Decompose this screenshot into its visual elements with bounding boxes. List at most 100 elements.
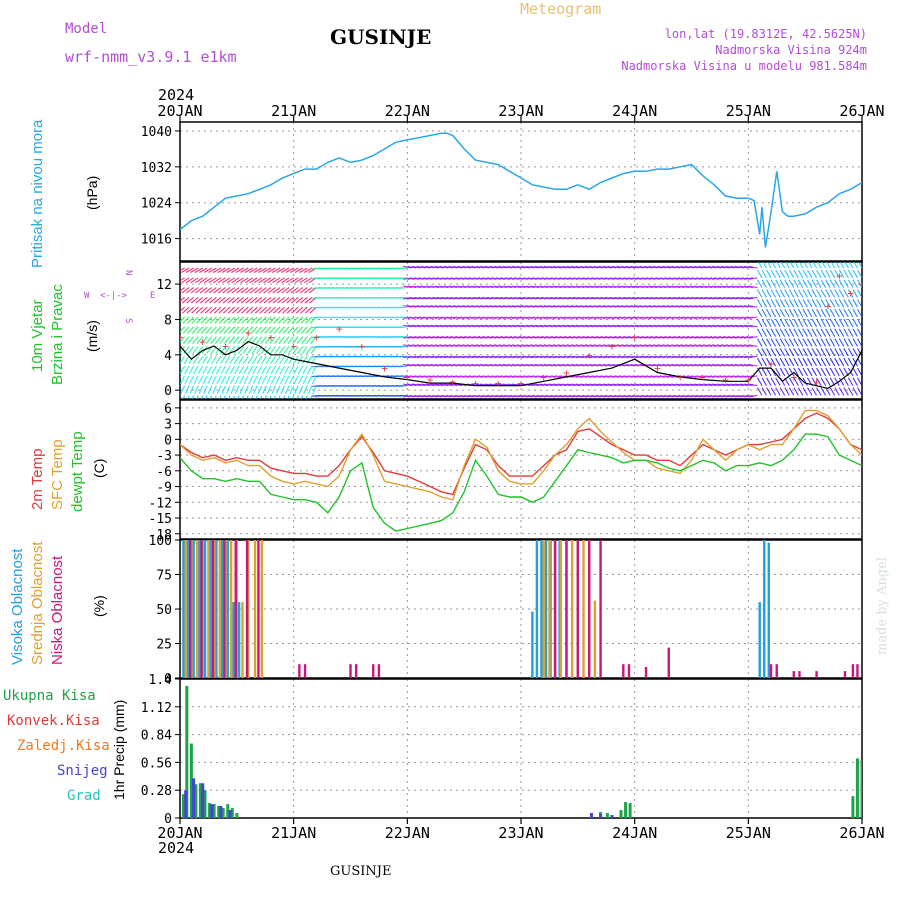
wind-arrow xyxy=(802,308,808,318)
wind-arrow xyxy=(648,316,658,320)
wind-arrow xyxy=(521,277,531,280)
wind-arrow xyxy=(516,344,526,347)
wind-arrow xyxy=(452,336,462,339)
wind-arrow xyxy=(489,355,499,359)
wind-arrow xyxy=(820,279,827,288)
wind-arrow xyxy=(639,324,649,328)
gust-marker: + xyxy=(631,331,638,344)
wind-arrow xyxy=(807,357,813,367)
ytick-label: -9 xyxy=(156,481,172,496)
gust-marker: + xyxy=(222,340,229,353)
wind-arrow xyxy=(480,316,490,320)
wind-arrow xyxy=(498,336,508,339)
low_cloud-bar xyxy=(298,664,301,678)
wind-arrow xyxy=(466,265,476,269)
wind-arrow xyxy=(634,336,644,339)
wind-arrow xyxy=(693,305,703,308)
wind-arrow xyxy=(412,355,422,359)
wind-arrow xyxy=(480,285,490,289)
wind-arrow xyxy=(716,394,726,398)
wind-arrow xyxy=(287,395,290,399)
wind-arrow xyxy=(421,363,431,367)
wind-arrow xyxy=(402,355,412,359)
wind-arrow xyxy=(208,267,217,273)
station-title: GUSINJE xyxy=(330,25,431,49)
wind-arrow xyxy=(218,306,226,314)
ytick-label: -12 xyxy=(149,496,172,511)
wind-arrow xyxy=(797,289,804,298)
wind-arrow xyxy=(180,346,185,354)
high_cloud-bar xyxy=(540,540,543,678)
wind-arrow xyxy=(452,394,462,398)
wind-arrow xyxy=(562,305,572,308)
wind-arrow xyxy=(816,318,822,328)
wind-arrow xyxy=(548,277,558,280)
wind-arrow xyxy=(452,285,462,289)
wind-arrow xyxy=(634,305,644,308)
wind-arrow xyxy=(273,326,281,334)
wind-arrow xyxy=(548,383,558,387)
wind-arrow xyxy=(834,289,840,298)
wind-arrow xyxy=(707,296,717,300)
wind-arrow xyxy=(498,324,508,328)
wind-arrow xyxy=(246,336,254,344)
wind-arrow xyxy=(748,285,758,289)
wind-arrow xyxy=(671,316,681,320)
wind-arrow xyxy=(430,324,440,328)
wind-arrow xyxy=(562,296,572,300)
wind-arrow xyxy=(227,296,235,304)
wind-arrow xyxy=(304,287,313,294)
wind-arrow xyxy=(434,296,444,300)
wind-arrow xyxy=(739,355,749,359)
wind-arrow xyxy=(625,296,635,300)
wind-arrow xyxy=(475,344,485,347)
wind-arrow xyxy=(484,336,494,339)
panel-frame xyxy=(179,539,863,679)
wind-arrow xyxy=(838,308,845,318)
wind-arrow xyxy=(811,367,818,377)
panel-content xyxy=(180,409,862,532)
wind-arrow xyxy=(662,394,672,398)
wind-arrow xyxy=(466,344,476,347)
wind-arrow xyxy=(662,305,672,308)
wind-arrow xyxy=(793,318,799,328)
wind-arrow xyxy=(530,375,540,378)
wind-arrow xyxy=(693,285,703,289)
wind-arrow xyxy=(575,344,585,347)
wind-arrow xyxy=(204,306,213,314)
wind-arrow xyxy=(598,363,608,367)
wind-arrow xyxy=(543,355,553,359)
wind-arrow xyxy=(516,305,526,308)
wind-arrow xyxy=(571,383,581,387)
wind-arrow xyxy=(466,363,476,367)
wind-arrow xyxy=(593,355,603,359)
time-label: 22JAN xyxy=(385,102,430,120)
wind-arrow xyxy=(180,365,186,375)
wind-arrow xyxy=(825,269,831,279)
wind-arrow xyxy=(598,355,608,359)
time-label: 25JAN xyxy=(726,102,771,120)
wind-arrow xyxy=(756,279,763,288)
wind-arrow xyxy=(180,385,186,395)
wind-arrow xyxy=(680,344,690,347)
wind-arrow xyxy=(756,289,763,298)
time-label: 26JAN xyxy=(839,102,884,120)
wind-arrow xyxy=(684,336,694,339)
wind-arrow xyxy=(310,336,317,344)
wind-arrow xyxy=(180,336,181,338)
wind-arrow xyxy=(257,385,263,395)
wind-arrow xyxy=(730,277,740,280)
wind-arrow xyxy=(304,296,313,304)
wind-arrow xyxy=(779,289,786,298)
wind-arrow xyxy=(575,363,585,367)
wind-arrow xyxy=(457,375,467,378)
wind-arrow xyxy=(402,277,412,280)
wind-arrow xyxy=(675,285,685,289)
wind-arrow xyxy=(589,285,599,289)
wind-arrow xyxy=(260,336,267,344)
wind-arrow xyxy=(662,316,672,320)
wind-arrow xyxy=(452,316,462,320)
wind-arrow xyxy=(766,262,772,269)
wind-arrow xyxy=(788,377,795,386)
wind-arrow xyxy=(839,262,845,269)
